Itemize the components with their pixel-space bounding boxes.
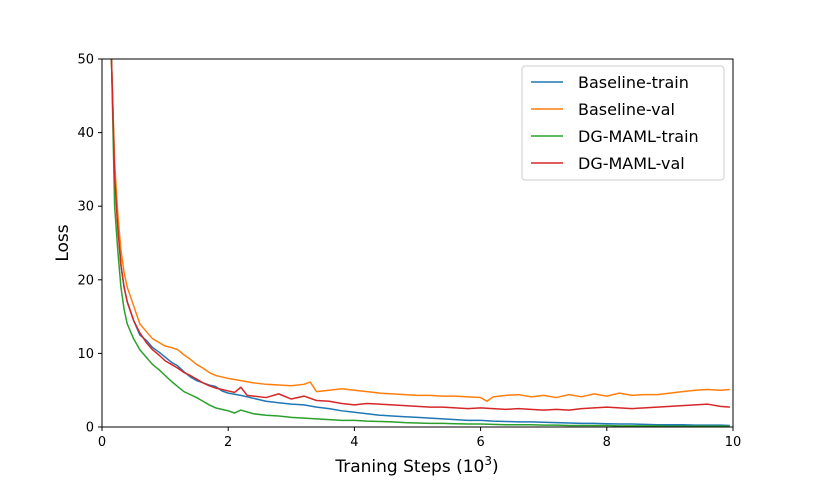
x-axis-ticks: 0 2 4 6 8 10 — [98, 427, 741, 450]
series-line-baseline-train — [110, 59, 730, 427]
x-tick-label: 2 — [224, 435, 232, 450]
y-tick-label: 0 — [86, 421, 94, 436]
x-tick-label: 0 — [98, 435, 106, 450]
legend-label-baseline-val: Baseline-val — [578, 100, 675, 119]
y-tick-label: 20 — [77, 273, 94, 288]
y-tick-label: 50 — [77, 53, 94, 68]
series-lines — [110, 59, 730, 427]
y-tick-label: 10 — [77, 347, 94, 362]
x-tick-label: 10 — [725, 435, 742, 450]
x-tick-label: 4 — [350, 435, 358, 450]
y-axis-label: Loss — [53, 224, 73, 261]
legend-label-baseline-train: Baseline-train — [578, 73, 689, 92]
y-axis-ticks: 0 10 20 30 40 50 — [77, 53, 102, 436]
legend: Baseline-train Baseline-val DG-MAML-train D… — [521, 65, 725, 181]
legend-label-dg-maml-val: DG-MAML-val — [578, 154, 685, 173]
legend-box — [521, 65, 725, 181]
x-tick-label: 6 — [476, 435, 484, 450]
series-line-dg-maml-val — [110, 59, 730, 411]
x-tick-label: 8 — [603, 435, 611, 450]
series-line-dg-maml-train — [110, 59, 730, 427]
legend-label-dg-maml-train: DG-MAML-train — [578, 127, 699, 146]
y-tick-label: 40 — [77, 126, 94, 141]
x-axis-label: Traning Steps (103) — [334, 454, 498, 477]
plot-frame — [101, 58, 734, 428]
y-tick-label: 30 — [77, 200, 94, 215]
series-line-baseline-val — [110, 59, 730, 402]
